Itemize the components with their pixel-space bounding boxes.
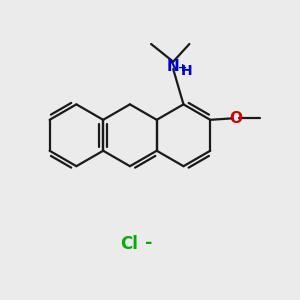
- Text: -: -: [145, 234, 152, 252]
- Text: Cl: Cl: [121, 235, 138, 253]
- Text: +: +: [177, 63, 187, 73]
- Text: N: N: [167, 59, 180, 74]
- Text: O: O: [229, 111, 242, 126]
- Text: H: H: [181, 64, 192, 78]
